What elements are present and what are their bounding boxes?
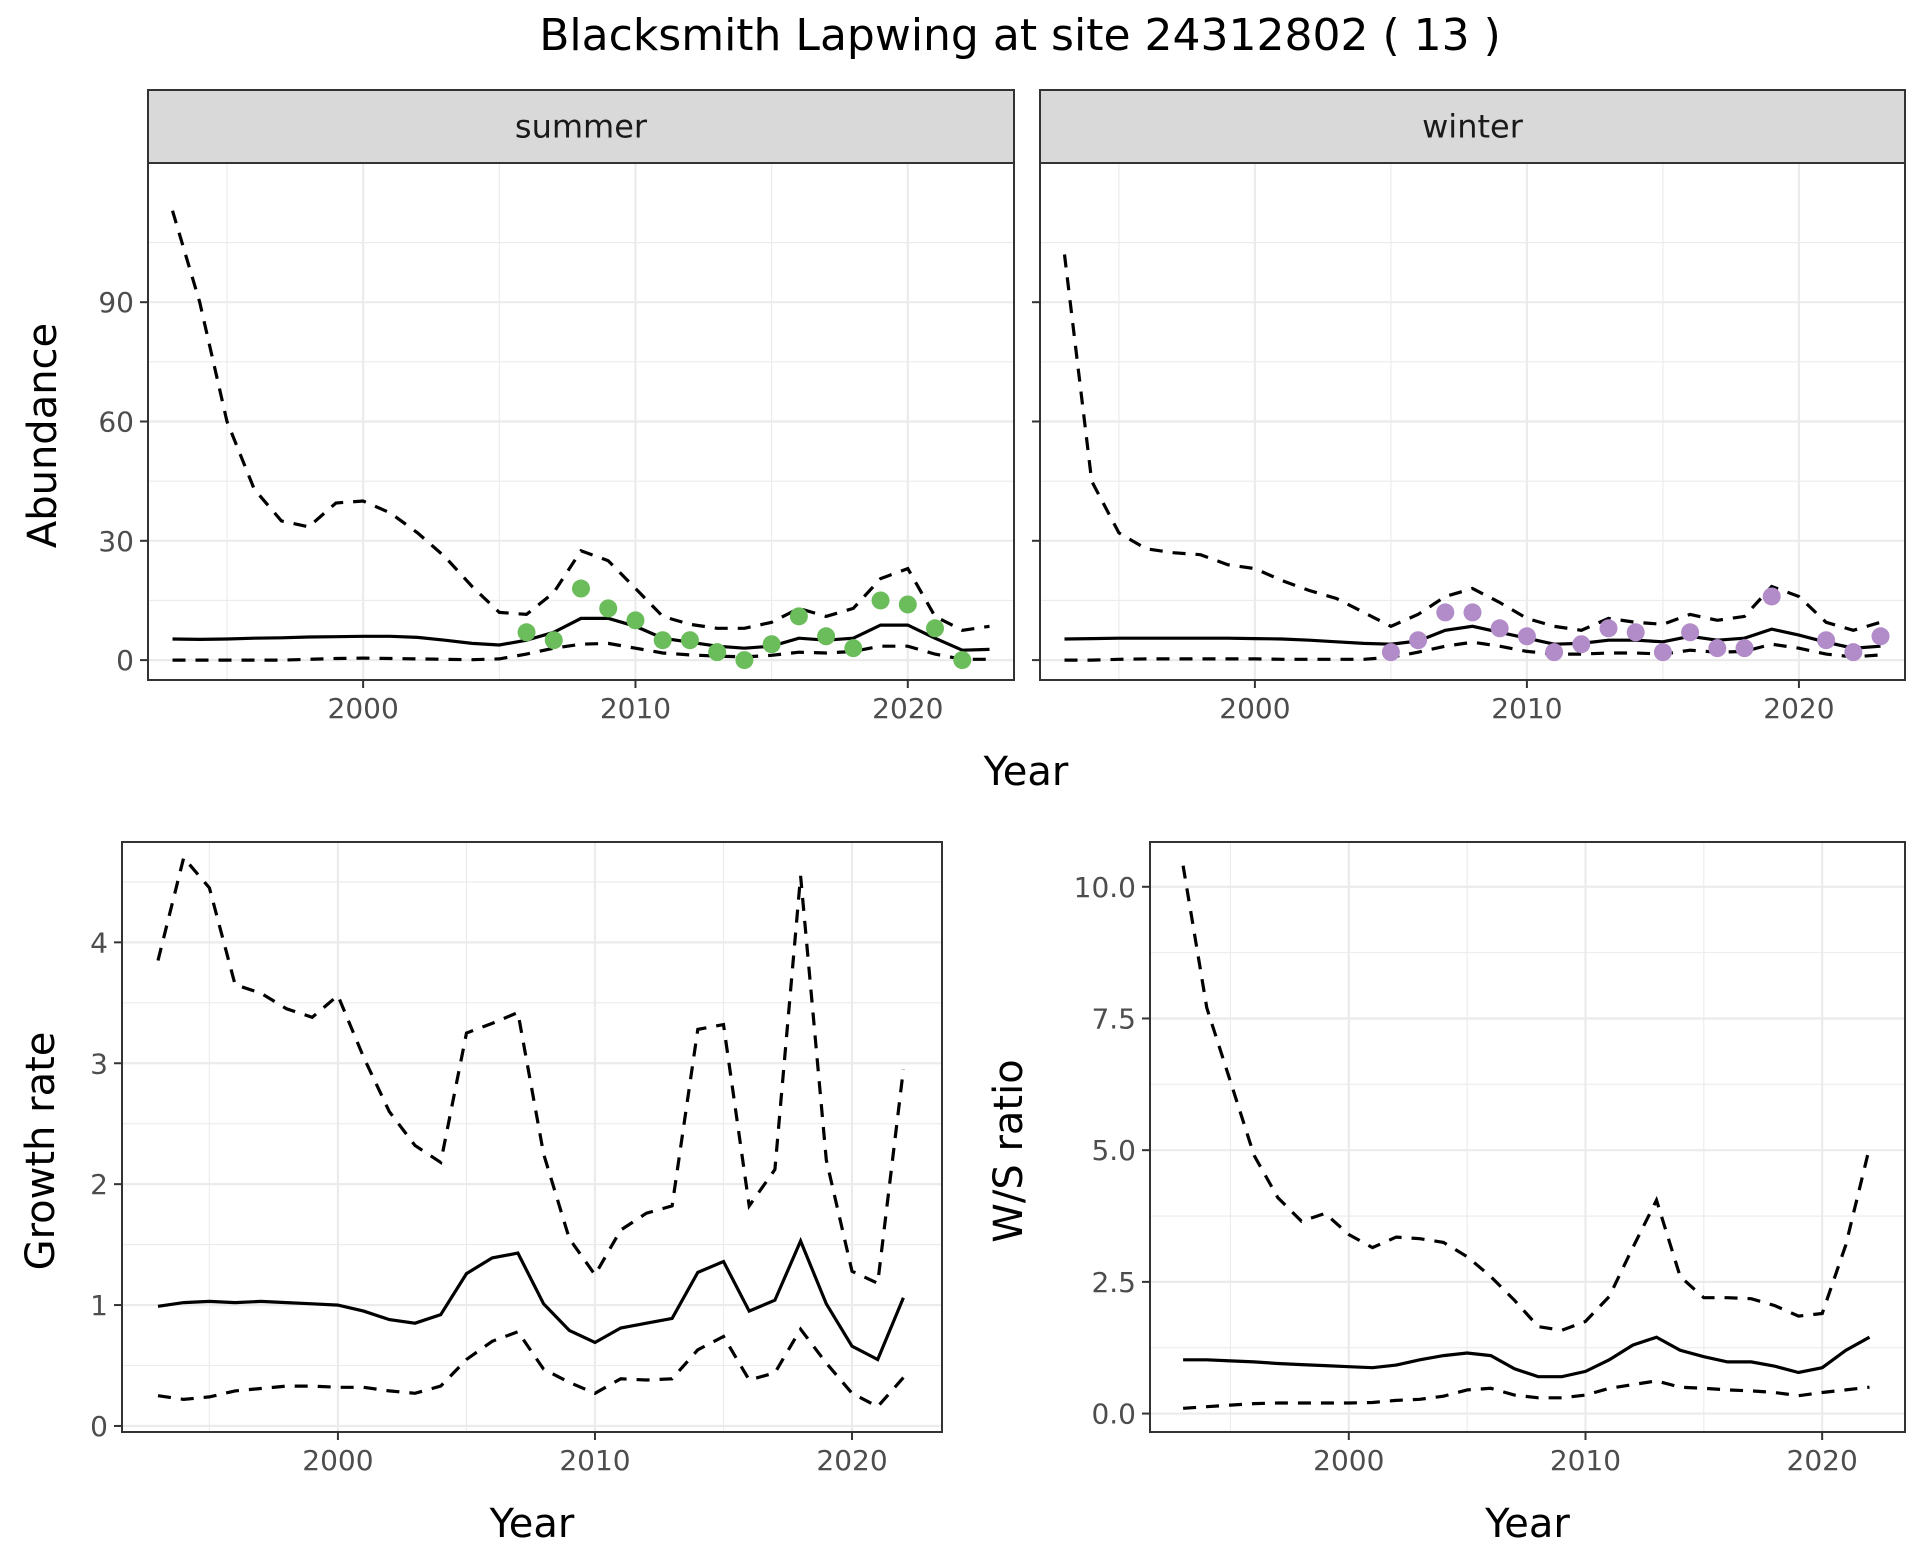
observation-point	[735, 651, 754, 670]
panel-border	[1149, 841, 1906, 1433]
estimate-line	[172, 616, 990, 652]
y-tick-label: 0	[116, 644, 134, 677]
y-tick-label: 3	[90, 1047, 108, 1080]
panel-background	[122, 842, 942, 1432]
x-tick-label: 2000	[302, 1444, 373, 1477]
top-x-axis-title: Year	[983, 749, 1069, 795]
y-tick-label: 10.0	[1074, 871, 1136, 904]
observation-point	[1735, 639, 1754, 658]
upper-bound-line	[170, 210, 990, 632]
observation-point	[844, 639, 863, 658]
observation-point	[1844, 643, 1863, 662]
observation-point	[653, 631, 672, 650]
observation-point	[1653, 643, 1672, 662]
observation-point	[953, 651, 972, 670]
y-tick-label: 1	[90, 1289, 108, 1322]
observation-point	[517, 623, 536, 642]
estimate-line	[1183, 1335, 1871, 1379]
panel-summer: summer 2000 2010 2020 0 30 60 90 Abundance	[20, 89, 1015, 725]
facet-strip	[147, 89, 1015, 164]
x-tick-label: 2000	[1219, 692, 1290, 725]
x-tick-label: 2020	[1763, 692, 1834, 725]
observation-point	[599, 599, 618, 618]
x-axis-title: Year	[489, 1501, 575, 1547]
observation-point	[1517, 627, 1536, 646]
y-axis-title: Growth rate	[18, 1032, 64, 1271]
y-tick-label: 30	[98, 525, 134, 558]
observation-point	[1708, 639, 1727, 658]
x-tick-label: 2010	[1491, 692, 1562, 725]
x-tick-label: 2000	[1313, 1444, 1384, 1477]
y-tick-label: 5.0	[1091, 1134, 1136, 1167]
observation-point	[1409, 631, 1428, 650]
panel-background	[1150, 842, 1905, 1432]
y-tick-label: 0	[90, 1410, 108, 1443]
observation-point	[1545, 643, 1564, 662]
observation-point	[1572, 635, 1591, 654]
observation-point	[1463, 603, 1482, 622]
facet-label: winter	[1422, 108, 1524, 146]
observation-point	[1762, 587, 1781, 606]
observation-point	[898, 595, 917, 614]
x-tick-label: 2020	[1787, 1444, 1858, 1477]
upper-bound-line	[1062, 254, 1881, 632]
panel-growth-rate: 2000 2010 2020 0 1 2 3 4 Growth rate Year	[18, 841, 943, 1547]
y-tick-label: 7.5	[1091, 1002, 1136, 1035]
y-tick-label: 90	[98, 286, 134, 319]
observation-point	[680, 631, 699, 650]
observation-point	[871, 591, 890, 610]
y-tick-label: 2.5	[1091, 1266, 1136, 1299]
observation-point	[1817, 631, 1836, 650]
observation-point	[926, 619, 945, 638]
observation-point	[708, 643, 727, 662]
observation-point	[1436, 603, 1455, 622]
estimate-line	[157, 1236, 905, 1362]
x-tick-label: 2020	[816, 1444, 887, 1477]
x-axis-title: Year	[1484, 1501, 1570, 1547]
estimate-line	[1064, 624, 1881, 650]
facet-strip	[1039, 89, 1906, 164]
x-tick-label: 2000	[328, 692, 399, 725]
observation-point	[1381, 643, 1400, 662]
observation-point	[817, 627, 836, 646]
observation-point	[1681, 623, 1700, 642]
upper-bound-line	[1181, 865, 1872, 1332]
panel-winter: winter 2000 2010 2020	[1032, 89, 1906, 725]
observation-point	[1490, 619, 1509, 638]
observation-point	[1626, 623, 1645, 642]
panel-ws-ratio: 2000 2010 2020 0.0 2.5 5.0 7.5 10.0 W/S ratio Yea…	[986, 841, 1906, 1547]
x-tick-label: 2020	[872, 692, 943, 725]
y-tick-label: 0.0	[1091, 1398, 1136, 1431]
upper-bound-line	[156, 854, 905, 1286]
y-tick-label: 2	[90, 1168, 108, 1201]
observation-point	[544, 631, 563, 650]
observation-point	[626, 611, 645, 630]
lower-bound-line	[1182, 1379, 1870, 1410]
y-axis-title: W/S ratio	[986, 1059, 1032, 1242]
x-tick-label: 2010	[1550, 1444, 1621, 1477]
observation-point	[762, 635, 781, 654]
facet-label: summer	[515, 108, 648, 146]
y-tick-label: 60	[98, 406, 134, 439]
lower-bound-line	[157, 1326, 905, 1409]
chart-title: Blacksmith Lapwing at site 24312802 ( 13…	[539, 10, 1501, 61]
y-tick-label: 4	[90, 926, 108, 959]
panel-border	[121, 841, 943, 1433]
x-tick-label: 2010	[600, 692, 671, 725]
observation-point	[789, 607, 808, 626]
observation-point	[572, 579, 590, 598]
observation-point	[1871, 627, 1890, 646]
observation-point	[1599, 619, 1618, 638]
x-tick-label: 2010	[559, 1444, 630, 1477]
y-axis-title: Abundance	[20, 323, 66, 548]
